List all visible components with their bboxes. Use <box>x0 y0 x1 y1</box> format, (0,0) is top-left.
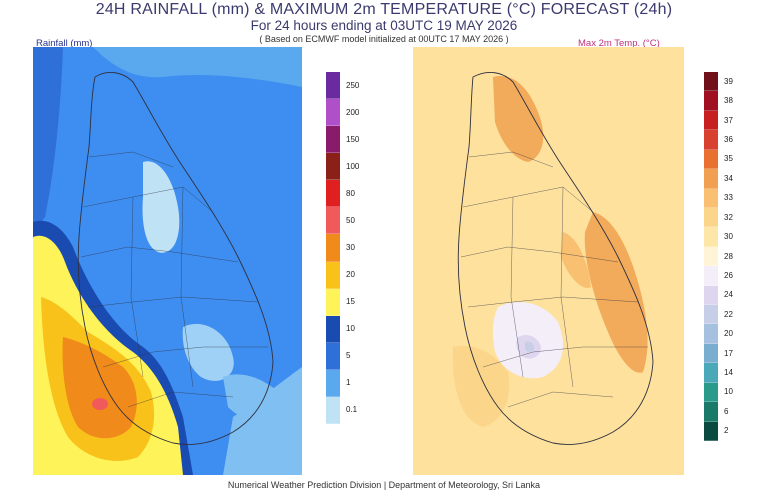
temp-legend-swatch <box>704 207 718 228</box>
temp-east-hot-zone-2 <box>561 232 591 288</box>
rain-legend-swatch <box>326 315 340 343</box>
rainfall-legend: 0.1 1 5 10 15 20 30 50 80 100 150 200 250 <box>326 72 359 424</box>
temp-legend-swatch <box>704 343 718 364</box>
temp-legend-swatch <box>704 188 718 208</box>
rain-legend-label: 200 <box>346 107 360 117</box>
rain-island-outline <box>77 71 274 445</box>
temp-legend-label: 30 <box>724 232 733 242</box>
temp-district-boundaries <box>460 151 648 408</box>
rain-north-light-band <box>93 47 302 87</box>
rain-legend-swatch <box>326 288 340 316</box>
temp-legend-swatch <box>704 130 718 150</box>
rainfall-map <box>33 47 302 475</box>
temp-legend-label: 36 <box>724 134 733 144</box>
temp-legend-swatch <box>704 305 718 325</box>
rain-legend-label: 1 <box>346 378 351 388</box>
temp-southwest-warm <box>452 345 510 427</box>
rain-legend-swatch <box>326 180 340 208</box>
chart-title: 24H RAINFALL (mm) & MAXIMUM 2m TEMPERATU… <box>95 1 673 18</box>
temp-legend-label: 14 <box>724 368 733 378</box>
rain-dry-interior <box>142 161 180 253</box>
rain-legend-label: 30 <box>346 243 355 252</box>
rain-legend-swatch <box>326 99 340 127</box>
rain-legend-swatch <box>326 261 340 289</box>
rain-legend-swatch <box>326 342 340 370</box>
temp-legend-swatch <box>704 382 718 403</box>
rain-legend-label: 250 <box>346 80 360 90</box>
rain-legend-label: 50 <box>346 215 355 225</box>
temp-legend-label: 22 <box>724 309 733 319</box>
temp-legend-label: 26 <box>724 270 733 280</box>
footer-credit: Numerical Weather Prediction Division | … <box>227 480 541 490</box>
temp-legend-label: 33 <box>724 193 733 203</box>
temp-legend-swatch <box>704 169 718 189</box>
rain-legend-label: 5 <box>346 351 351 361</box>
rain-legend-label: 0.1 <box>346 405 358 415</box>
temp-legend-label: 35 <box>724 154 733 164</box>
rain-southwest-core <box>62 337 137 439</box>
temp-legend-label: 32 <box>724 212 733 222</box>
rain-legend-swatch <box>326 72 340 100</box>
temp-legend-label: 2 <box>724 426 729 436</box>
forecast-period: For 24 hours ending at 03UTC 19 MAY 2026 <box>250 18 518 33</box>
temp-legend-swatch <box>704 402 718 422</box>
rain-west-ocean-band <box>33 47 63 232</box>
temp-legend-swatch <box>704 91 718 111</box>
temp-legend-label: 39 <box>724 76 733 86</box>
temp-legend-swatch <box>704 72 718 92</box>
rain-legend-swatch <box>326 234 340 262</box>
rain-east-light-patch <box>182 323 234 381</box>
rain-district-boundaries <box>80 151 268 408</box>
model-note: ( Based on ECMWF model initialized at 00… <box>259 34 509 44</box>
temp-ocean-warm-band <box>413 47 684 475</box>
temp-legend-label: 34 <box>724 173 733 183</box>
temperature-panel-label: Max 2m Temp. (°C) <box>578 38 660 49</box>
temp-island-outline <box>457 71 654 445</box>
temperature-map <box>413 47 684 475</box>
rain-legend-swatch <box>326 153 340 181</box>
temp-legend-swatch <box>704 149 718 170</box>
temp-legend-swatch <box>704 421 718 441</box>
rain-legend-swatch <box>326 126 340 154</box>
temp-legend-label: 24 <box>724 290 733 300</box>
temp-legend-swatch <box>704 227 718 247</box>
rainfall-panel-label: Rainfall (mm) <box>36 38 93 49</box>
rain-legend-label: 15 <box>346 297 355 307</box>
rain-legend-swatch <box>326 396 340 424</box>
temp-legend-label: 28 <box>724 251 733 261</box>
temp-legend-label: 10 <box>724 387 733 397</box>
rain-southeast-patch <box>223 374 293 429</box>
rain-max-spot <box>92 398 108 410</box>
temp-east-hot-zone <box>584 212 648 373</box>
rain-legend-swatch <box>326 369 340 397</box>
temp-legend-label: 20 <box>724 329 733 339</box>
rain-legend-label: 10 <box>346 324 355 334</box>
temp-legend-label: 6 <box>724 406 729 416</box>
temperature-legend: 2 6 10 14 17 20 22 24 26 28 30 32 33 34 35 36 37 38 39 <box>704 72 733 441</box>
temp-legend-swatch <box>704 246 718 267</box>
temp-legend-swatch <box>704 363 718 383</box>
rain-legend-label: 100 <box>346 161 360 171</box>
temp-legend-swatch <box>704 266 718 286</box>
temp-legend-swatch <box>704 324 718 344</box>
temp-legend-label: 17 <box>724 348 733 358</box>
temp-hill-peak <box>525 341 535 352</box>
temp-legend-swatch <box>704 285 718 306</box>
rain-legend-label: 20 <box>346 270 355 280</box>
rain-legend-label: 150 <box>346 134 360 144</box>
rain-legend-swatch <box>326 207 340 235</box>
temp-legend-label: 38 <box>724 96 733 106</box>
temp-legend-swatch <box>704 110 718 131</box>
temp-legend-label: 37 <box>724 115 733 125</box>
temp-north-hot-zone <box>493 76 544 162</box>
rain-legend-label: 80 <box>346 188 355 198</box>
